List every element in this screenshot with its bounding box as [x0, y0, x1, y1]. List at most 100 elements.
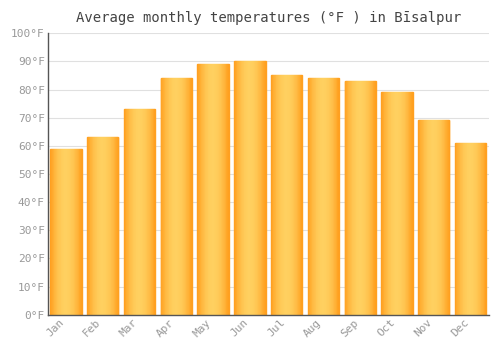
- Bar: [350, 81, 351, 315]
- Bar: [308, 78, 310, 315]
- Bar: [214, 64, 216, 315]
- Bar: [220, 64, 221, 315]
- Bar: [70, 149, 72, 315]
- Bar: [461, 143, 462, 315]
- Bar: [127, 109, 128, 315]
- Bar: [141, 109, 142, 315]
- Bar: [407, 92, 408, 315]
- Bar: [62, 149, 63, 315]
- Bar: [137, 109, 138, 315]
- Bar: [69, 149, 70, 315]
- Bar: [443, 120, 444, 315]
- Bar: [364, 81, 365, 315]
- Bar: [362, 81, 364, 315]
- Bar: [101, 138, 102, 315]
- Bar: [476, 143, 477, 315]
- Bar: [162, 78, 163, 315]
- Bar: [295, 76, 296, 315]
- Bar: [188, 78, 189, 315]
- Bar: [249, 61, 250, 315]
- Bar: [238, 61, 239, 315]
- Bar: [59, 149, 60, 315]
- Bar: [282, 76, 284, 315]
- Bar: [281, 76, 282, 315]
- Bar: [258, 61, 260, 315]
- Bar: [366, 81, 367, 315]
- Bar: [96, 138, 98, 315]
- Bar: [418, 120, 419, 315]
- Bar: [106, 138, 108, 315]
- Bar: [425, 120, 426, 315]
- Bar: [322, 78, 324, 315]
- Bar: [199, 64, 200, 315]
- Bar: [389, 92, 390, 315]
- Bar: [73, 149, 74, 315]
- Bar: [477, 143, 478, 315]
- Bar: [178, 78, 180, 315]
- Bar: [294, 76, 295, 315]
- Bar: [56, 149, 58, 315]
- Bar: [170, 78, 171, 315]
- Bar: [185, 78, 186, 315]
- Bar: [433, 120, 434, 315]
- Bar: [246, 61, 247, 315]
- Title: Average monthly temperatures (°F ) in Bīsalpur: Average monthly temperatures (°F ) in Bī…: [76, 11, 461, 25]
- Bar: [113, 138, 114, 315]
- Bar: [432, 120, 433, 315]
- Bar: [422, 120, 423, 315]
- Bar: [334, 78, 335, 315]
- Bar: [217, 64, 218, 315]
- Bar: [210, 64, 211, 315]
- Bar: [164, 78, 166, 315]
- Bar: [396, 92, 397, 315]
- Bar: [173, 78, 174, 315]
- Bar: [423, 120, 424, 315]
- Bar: [247, 61, 248, 315]
- Bar: [177, 78, 178, 315]
- Bar: [64, 149, 65, 315]
- Bar: [482, 143, 483, 315]
- Bar: [473, 143, 474, 315]
- Bar: [410, 92, 411, 315]
- Bar: [311, 78, 312, 315]
- Bar: [272, 76, 274, 315]
- Bar: [421, 120, 422, 315]
- Bar: [110, 138, 112, 315]
- Bar: [90, 138, 91, 315]
- Bar: [74, 149, 76, 315]
- Bar: [386, 92, 387, 315]
- Bar: [317, 78, 318, 315]
- Bar: [420, 120, 421, 315]
- Bar: [398, 92, 400, 315]
- Bar: [440, 120, 441, 315]
- Bar: [51, 149, 52, 315]
- Bar: [278, 76, 279, 315]
- Bar: [439, 120, 440, 315]
- Bar: [150, 109, 152, 315]
- Bar: [218, 64, 220, 315]
- Bar: [370, 81, 371, 315]
- Bar: [190, 78, 191, 315]
- Bar: [154, 109, 155, 315]
- Bar: [406, 92, 407, 315]
- Bar: [242, 61, 243, 315]
- Bar: [140, 109, 141, 315]
- Bar: [478, 143, 479, 315]
- Bar: [360, 81, 361, 315]
- Bar: [441, 120, 442, 315]
- Bar: [434, 120, 436, 315]
- Bar: [296, 76, 297, 315]
- Bar: [80, 149, 81, 315]
- Bar: [167, 78, 168, 315]
- Bar: [429, 120, 430, 315]
- Bar: [65, 149, 66, 315]
- Bar: [236, 61, 238, 315]
- Bar: [52, 149, 54, 315]
- Bar: [332, 78, 333, 315]
- Bar: [252, 61, 253, 315]
- Bar: [58, 149, 59, 315]
- Bar: [459, 143, 460, 315]
- Bar: [239, 61, 240, 315]
- Bar: [224, 64, 225, 315]
- Bar: [180, 78, 181, 315]
